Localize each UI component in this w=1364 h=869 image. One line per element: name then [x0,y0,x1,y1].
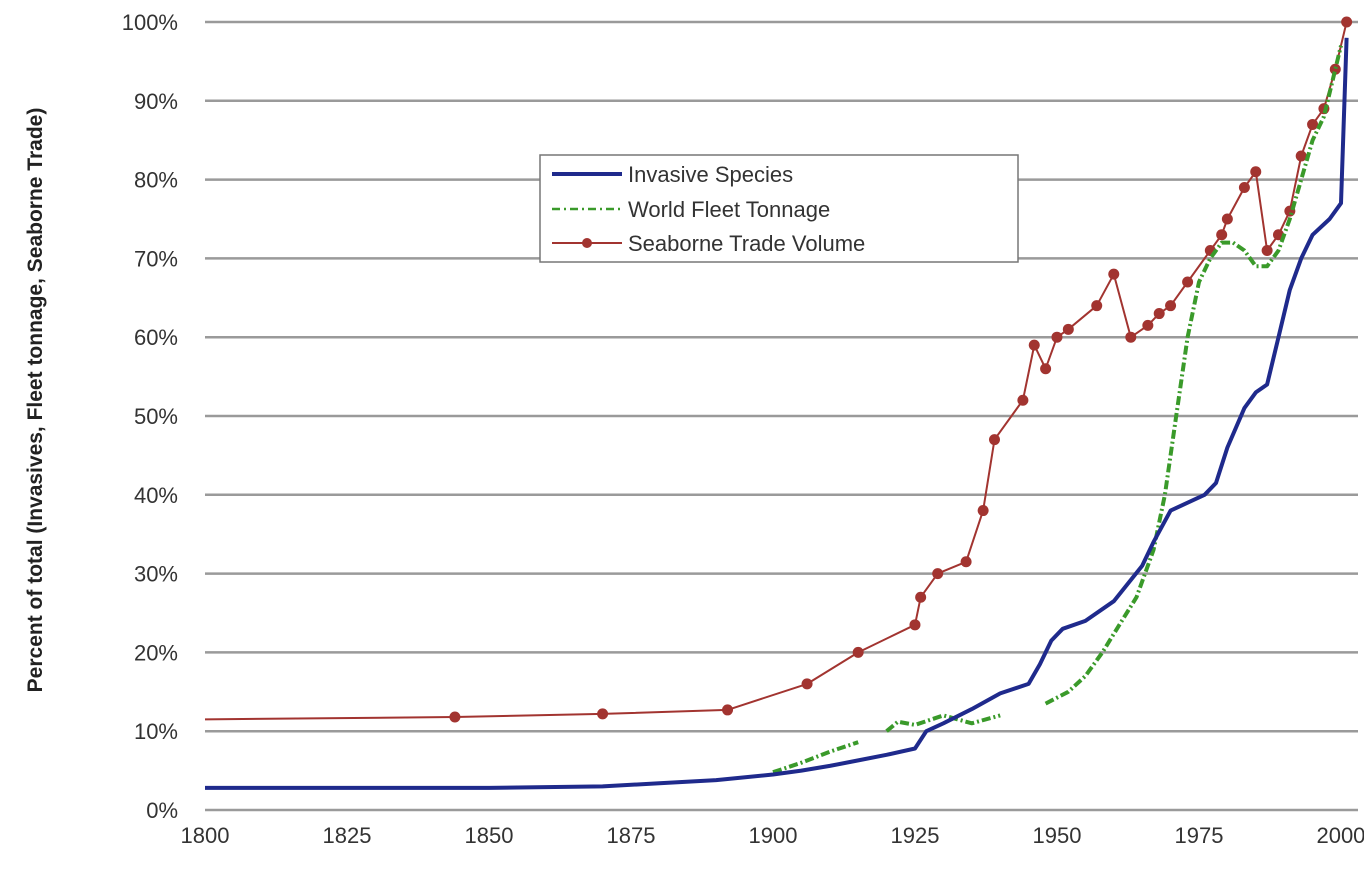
point-seaborne-trade-volume [597,708,609,720]
point-seaborne-trade-volume [1142,319,1154,331]
point-seaborne-trade-volume [915,591,927,603]
point-seaborne-trade-volume [722,704,734,716]
point-seaborne-trade-volume [449,711,461,723]
series-line-world-fleet-tonnage [772,740,859,775]
point-seaborne-trade-volume [1028,339,1040,351]
x-tick-label: 1875 [607,823,656,848]
point-seaborne-trade-volume [1182,276,1194,288]
y-tick-label: 0% [146,798,178,823]
y-tick-label: 70% [134,246,178,271]
point-seaborne-trade-volume [1165,300,1177,312]
x-tick-label: 2000 [1316,823,1364,848]
point-seaborne-trade-volume [977,505,989,517]
legend-item-seaborne-trade-volume: Seaborne Trade Volume [552,231,865,256]
point-seaborne-trade-volume [1017,394,1029,406]
point-seaborne-trade-volume [852,646,864,658]
point-seaborne-trade-volume [988,434,1000,446]
x-tick-label: 1900 [749,823,798,848]
point-seaborne-trade-volume [1153,308,1165,320]
legend-label-seaborne-trade-volume: Seaborne Trade Volume [628,231,865,256]
point-seaborne-trade-volume [1238,181,1250,193]
legend-item-invasive-species: Invasive Species [552,162,793,187]
y-axis-ticks: 0% 10% 20% 30% 40% 50% 60% 70% 80% 90% 100% [122,10,178,823]
point-seaborne-trade-volume [960,556,972,568]
point-seaborne-trade-volume [1040,363,1052,375]
legend-label-world-fleet-tonnage: World Fleet Tonnage [628,197,830,222]
legend-label-invasive-species: Invasive Species [628,162,793,187]
x-tick-label: 1850 [465,823,514,848]
x-tick-label: 1925 [890,823,939,848]
series-line-seaborne-trade-volume [204,21,1348,721]
y-axis-label: Percent of total (Invasives, Fleet tonna… [24,108,47,693]
x-tick-label: 1950 [1032,823,1081,848]
series-line-world-fleet-tonnage [885,713,1001,733]
y-tick-label: 50% [134,404,178,429]
point-seaborne-trade-volume [1051,331,1063,343]
point-seaborne-trade-volume [932,568,944,580]
point-seaborne-trade-volume [1295,150,1307,162]
point-seaborne-trade-volume [1250,166,1262,178]
y-tick-label: 10% [134,719,178,744]
x-tick-label: 1800 [181,823,230,848]
point-seaborne-trade-volume [1221,213,1233,225]
y-tick-label: 20% [134,640,178,665]
point-seaborne-trade-volume [1091,300,1103,312]
y-tick-label: 40% [134,483,178,508]
x-tick-label: 1825 [323,823,372,848]
point-seaborne-trade-volume [1329,63,1341,75]
point-seaborne-trade-volume [1108,268,1120,280]
point-seaborne-trade-volume [1261,245,1273,257]
legend-item-world-fleet-tonnage: World Fleet Tonnage [552,197,830,222]
series-line-invasive-species [205,37,1349,790]
point-seaborne-trade-volume [1062,323,1074,335]
y-tick-label: 60% [134,325,178,350]
point-seaborne-trade-volume [1341,16,1353,28]
y-tick-label: 30% [134,562,178,587]
y-tick-label: 90% [134,89,178,114]
x-axis-ticks: 1800 1825 1850 1875 1900 1925 1950 1975 2000 [181,823,1364,848]
point-seaborne-trade-volume [801,678,813,690]
series-layer [204,16,1353,790]
point-seaborne-trade-volume [909,619,921,631]
y-tick-label: 80% [134,168,178,193]
series-line-world-fleet-tonnage [1044,45,1343,706]
point-seaborne-trade-volume [1216,229,1228,241]
legend-marker-seaborne-trade-volume [582,238,592,248]
x-tick-label: 1975 [1174,823,1223,848]
point-seaborne-trade-volume [1125,331,1137,343]
y-tick-label: 100% [122,10,178,35]
legend: Invasive Species World Fleet Tonnage Sea… [539,154,1019,263]
point-seaborne-trade-volume [1307,118,1319,130]
